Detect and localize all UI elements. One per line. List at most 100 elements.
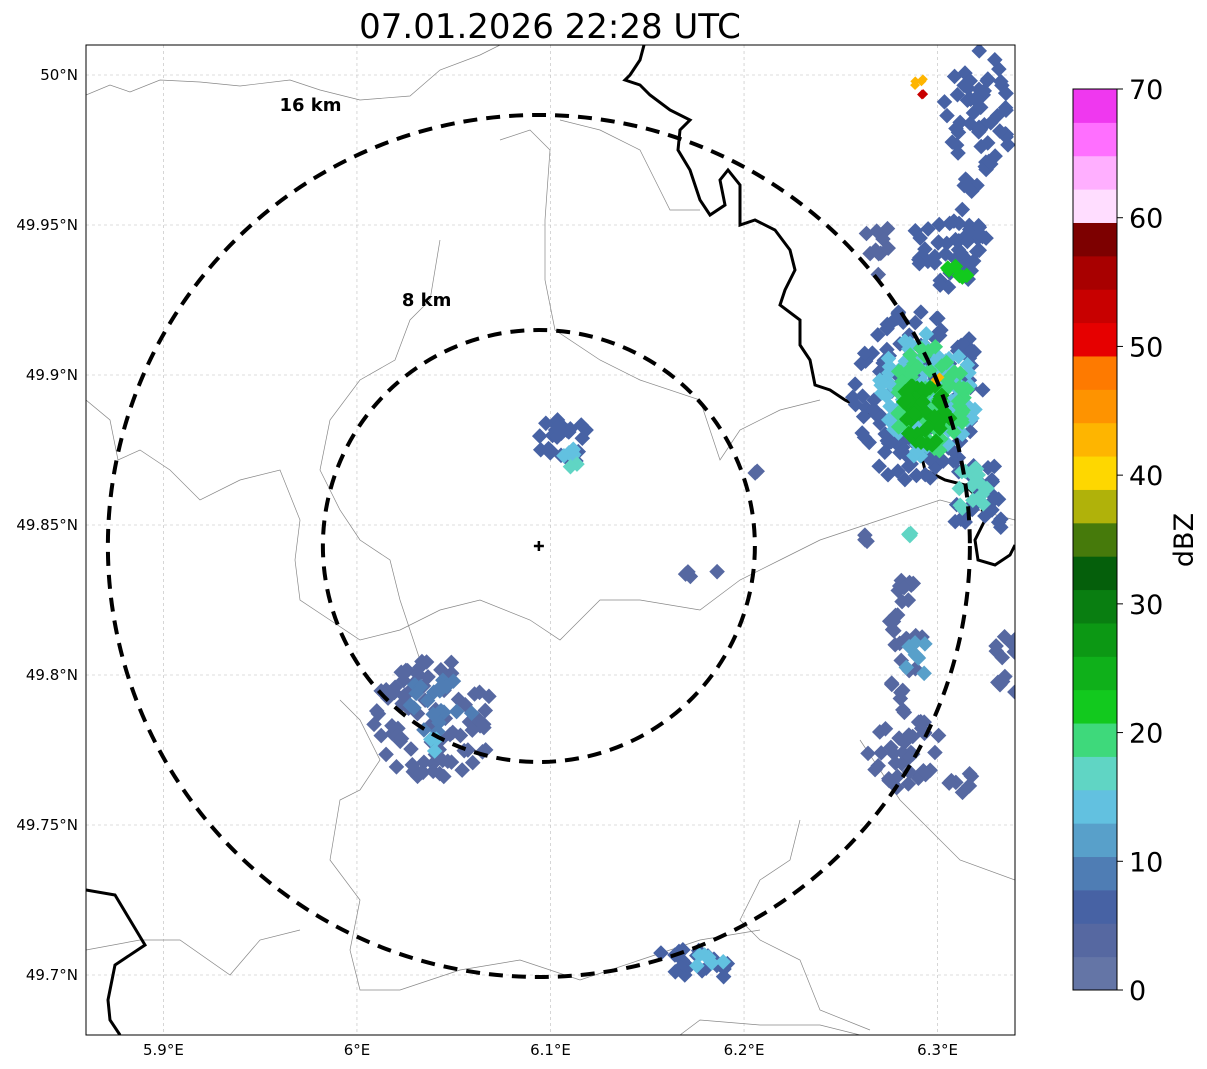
echo-cell [917, 89, 927, 100]
echo-cell [704, 955, 720, 971]
colorbar-segment [1073, 656, 1117, 691]
colorbar-segment [1073, 322, 1117, 357]
colorbar-segment [1073, 222, 1117, 257]
colorbar-tick-label: 0 [1129, 976, 1146, 1007]
municipal-boundary [559, 119, 700, 211]
colorbar-segment [1073, 155, 1117, 190]
colorbar-segment [1073, 689, 1117, 724]
echo-cell [898, 659, 915, 676]
colorbar-segment [1073, 122, 1117, 157]
echo-cell [867, 242, 884, 258]
echo-cell [901, 526, 917, 543]
colorbar-tick-label: 40 [1129, 461, 1163, 492]
range-ring-label: 16 km [279, 95, 341, 116]
x-tick-label: 6.3°E [917, 1041, 958, 1059]
echo-cell [881, 771, 897, 787]
map-frame [85, 44, 1016, 1036]
echo-cell [930, 235, 946, 251]
colorbar-segment [1073, 522, 1117, 557]
echo-cell [680, 564, 696, 580]
axis-ticks: 5.9°E 6°E 6.1°E 6.2°E 6.3°E 49.7°N 49.75°N 49.8… [16, 66, 958, 1059]
echo-cell [971, 242, 988, 259]
echo-cell [916, 665, 932, 682]
echo-cell [941, 775, 957, 791]
colorbar-segment [1073, 389, 1117, 424]
echo-cell [994, 649, 1010, 666]
echo-cell [947, 513, 963, 530]
municipal-boundary [679, 1019, 861, 1035]
echo-cell [689, 957, 705, 974]
echo-cell [887, 636, 903, 653]
echo-cell [885, 613, 902, 630]
echo-cell [956, 177, 973, 194]
echo-cell [896, 704, 913, 721]
echo-cell [950, 145, 966, 161]
echo-cell [872, 724, 888, 740]
echo-cell [880, 240, 896, 256]
y-tick-label: 49.7°N [26, 966, 78, 984]
colorbar-segment [1073, 556, 1117, 591]
echo-cell [990, 674, 1006, 691]
echo-cell [931, 216, 947, 233]
y-tick-label: 50°N [40, 66, 78, 84]
colorbar-segments [1073, 89, 1117, 991]
echo-cell [922, 762, 938, 779]
colorbar-segment [1073, 255, 1117, 290]
echo-cell [930, 727, 947, 744]
x-tick-label: 6.1°E [530, 1041, 571, 1059]
colorbar-label: dBZ [1169, 513, 1200, 567]
echo-cell [857, 527, 873, 543]
colorbar-segment [1073, 456, 1117, 490]
echo-cell [961, 778, 978, 794]
municipal-boundary [86, 399, 1015, 641]
echo-cell [884, 676, 900, 693]
range-ring-label: 8 km [402, 290, 452, 311]
echo-cell [873, 745, 889, 761]
echo-cell [990, 514, 1007, 530]
colorbar-ticks: 0 10 20 30 40 50 60 70 [1117, 75, 1163, 1007]
echo-cell [709, 563, 725, 580]
country-border [86, 888, 148, 1035]
municipal-boundary [86, 929, 301, 976]
x-tick-label: 5.9°E [143, 1041, 184, 1059]
echo-cell [992, 123, 1008, 139]
map-title: 07.01.2026 22:28 UTC [359, 7, 741, 47]
echo-cell [691, 947, 708, 963]
echo-cell [867, 761, 883, 778]
echo-cell [910, 76, 921, 87]
range-ring [320, 328, 757, 764]
echo-cell [917, 636, 933, 652]
y-tick-label: 49.95°N [16, 216, 78, 234]
colorbar-segment [1073, 723, 1117, 757]
echo-cell [894, 682, 911, 699]
colorbar-segment [1073, 923, 1117, 958]
echo-cell [938, 235, 955, 252]
echo-cell [667, 964, 684, 980]
echo-cell [868, 223, 885, 239]
municipal-boundary [319, 239, 441, 661]
colorbar-segment [1073, 289, 1117, 324]
echo-cell [907, 635, 923, 651]
colorbar-segment [1073, 589, 1117, 624]
echo-cell [879, 220, 896, 237]
echo-cell [959, 233, 976, 250]
echo-cell [927, 744, 943, 761]
echo-cell [971, 226, 988, 243]
colorbar-tick-label: 30 [1129, 590, 1163, 621]
colorbar-tick-label: 60 [1129, 204, 1163, 235]
colorbar-tick-label: 70 [1129, 75, 1163, 106]
echo-cell [916, 714, 932, 730]
echo-cell [916, 76, 927, 87]
echo-cell [951, 215, 967, 232]
colorbar-segment [1073, 355, 1117, 390]
echo-cell [715, 954, 732, 970]
echo-cell [653, 945, 669, 961]
echo-cell [886, 622, 902, 639]
echo-cell [913, 434, 929, 450]
echo-cell [917, 241, 933, 257]
x-tick-label: 6°E [344, 1041, 371, 1059]
colorbar-frame [1072, 88, 1118, 991]
colorbar-tick-label: 50 [1129, 332, 1163, 363]
colorbar-segment [1073, 489, 1117, 524]
echo-cell [860, 745, 876, 762]
